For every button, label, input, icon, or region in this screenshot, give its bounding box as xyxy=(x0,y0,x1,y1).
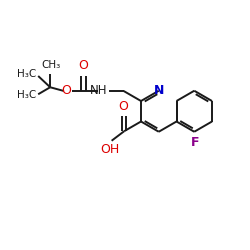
Text: H₃C: H₃C xyxy=(17,69,36,79)
Text: O: O xyxy=(119,100,128,113)
Text: O: O xyxy=(79,59,88,72)
Text: OH: OH xyxy=(101,143,120,156)
Text: H₃C: H₃C xyxy=(17,90,36,100)
Text: F: F xyxy=(190,136,199,149)
Text: O: O xyxy=(61,84,71,98)
Text: NH: NH xyxy=(90,84,108,98)
Text: CH₃: CH₃ xyxy=(41,60,60,70)
Text: N: N xyxy=(154,84,164,96)
